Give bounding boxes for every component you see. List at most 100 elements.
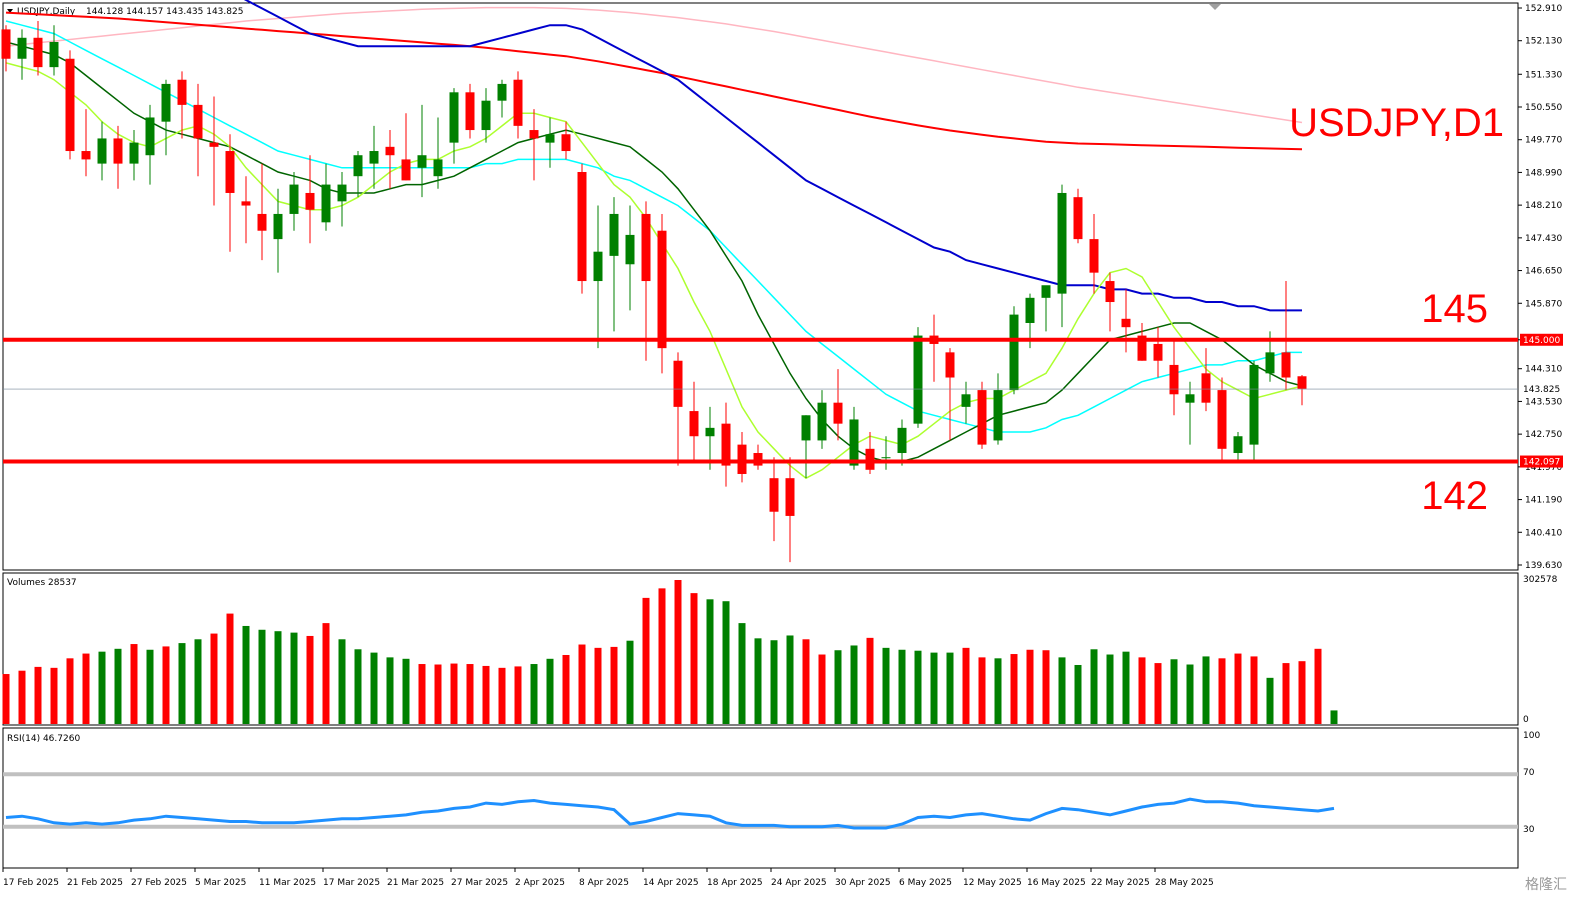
bull-candle-body (417, 155, 427, 168)
time-tick-label: 27 Feb 2025 (131, 878, 187, 888)
volume-bar-up (690, 593, 698, 724)
volume-bar-up (1026, 649, 1034, 724)
bear-candle-body (769, 478, 779, 512)
volume-bar-down (98, 651, 106, 724)
volume-bar-down (146, 649, 154, 724)
volume-bar-down (354, 649, 362, 724)
volume-bar-up (674, 580, 682, 724)
volume-bar-up (50, 667, 58, 724)
price-tick-label: 147.430 (1525, 234, 1562, 244)
horizontal-levels: 145.000 143.825 142.097 (3, 333, 1563, 468)
bear-candle-body (465, 92, 475, 131)
volume-bar-down (754, 638, 762, 724)
price-tick-label: 139.630 (1525, 561, 1562, 571)
volume-bar-up (594, 647, 602, 724)
time-tick-label: 6 May 2025 (899, 878, 952, 888)
time-tick-label: 18 Apr 2025 (707, 878, 763, 888)
volume-bar-down (178, 643, 186, 724)
dropdown-triangle-icon[interactable] (7, 9, 13, 13)
price-tick-label: 150.550 (1525, 103, 1562, 113)
bull-candle-body (1233, 436, 1243, 454)
price-tick-label: 142.750 (1525, 430, 1562, 440)
volume-bar-up (578, 644, 586, 724)
time-tick-label: 22 May 2025 (1091, 878, 1150, 888)
bear-candle-body (241, 201, 251, 206)
bear-candle-body (1153, 343, 1163, 361)
volume-bar-down (738, 623, 746, 724)
time-tick-label: 12 May 2025 (963, 878, 1022, 888)
bear-candle-body (385, 146, 395, 156)
bear-candle-body (1, 29, 11, 59)
bull-candle-body (321, 184, 331, 223)
volume-bar-down (114, 648, 122, 724)
volume-bar-down (1330, 710, 1338, 724)
volume-bar-down (242, 625, 250, 724)
volume-bar-up (1154, 663, 1162, 724)
bear-candle-body (689, 411, 699, 437)
bear-candle-body (529, 130, 539, 139)
volume-bar-down (274, 631, 282, 724)
volume-bar-down (1090, 649, 1098, 724)
rsi-line (5, 797, 1335, 830)
time-tick-label: 28 May 2025 (1155, 878, 1214, 888)
bull-candle-body (1025, 297, 1035, 323)
bull-candle-body (817, 402, 827, 441)
price-tag-current: 143.825 (1523, 385, 1560, 395)
bull-candle-body (1185, 394, 1195, 403)
volume-bar-up (130, 644, 138, 724)
volume-bar-up (418, 664, 426, 724)
bull-candle-body (961, 394, 971, 407)
volume-bar-down (258, 629, 266, 724)
volume-zero-label: 0 (1523, 715, 1529, 725)
bear-candle-body (641, 213, 651, 282)
rsi-100-label: 100 (1523, 731, 1540, 741)
bull-candle-body (449, 92, 459, 143)
ma20-line (5, 20, 1302, 433)
chart-big-title: USDJPY,D1 (1289, 101, 1504, 145)
bear-candle-body (257, 213, 267, 231)
time-tick-label: 17 Feb 2025 (3, 878, 59, 888)
price-panel-frame (2, 2, 1519, 571)
price-tick-label: 152.910 (1525, 4, 1562, 14)
symbol-title: USDJPY,Daily (17, 7, 76, 17)
bear-candle-body (177, 79, 187, 105)
volume-bar-up (658, 588, 666, 724)
chart-shift-marker-icon[interactable] (1209, 4, 1221, 10)
volume-bar-down (546, 658, 554, 724)
ma100-line (5, 11, 1303, 151)
bull-candle-body (1009, 314, 1019, 391)
rsi-panel-frame (2, 727, 1519, 869)
bear-candle-body (1201, 373, 1211, 403)
volume-bar-up (34, 666, 42, 724)
bull-candle-body (625, 234, 635, 265)
bull-candle-body (593, 251, 603, 282)
time-tick-label: 5 Mar 2025 (195, 878, 246, 888)
volume-bar-down (290, 632, 298, 724)
bull-candle-body (1265, 352, 1275, 374)
bear-candle-body (305, 192, 315, 210)
volume-bar-up (818, 654, 826, 724)
volume-bar-down (626, 640, 634, 724)
bear-candle-body (113, 138, 123, 164)
price-tick-label: 144.310 (1525, 365, 1562, 375)
volume-bar-down (994, 658, 1002, 724)
bear-candle-body (1217, 390, 1227, 449)
volume-bar-up (1298, 661, 1306, 724)
volume-bar-up (482, 665, 490, 724)
bull-candle-body (705, 427, 715, 437)
volume-bar-up (562, 654, 570, 724)
bear-candle-body (561, 134, 571, 152)
rsi-series (3, 772, 1518, 830)
volume-series (2, 580, 1338, 724)
volume-bar-up (66, 658, 74, 724)
volume-bar-up (978, 657, 986, 724)
volume-max-label: 302578 (1523, 575, 1558, 585)
rsi-panel-label: RSI(14) 46.7260 (7, 734, 80, 744)
rsi-70-label: 70 (1523, 768, 1535, 778)
bear-candle-body (673, 360, 683, 407)
price-tick-label: 140.410 (1525, 528, 1562, 538)
time-tick-label: 14 Apr 2025 (643, 878, 699, 888)
price-tick-label: 145.870 (1525, 299, 1562, 309)
bull-candle-body (609, 213, 619, 256)
